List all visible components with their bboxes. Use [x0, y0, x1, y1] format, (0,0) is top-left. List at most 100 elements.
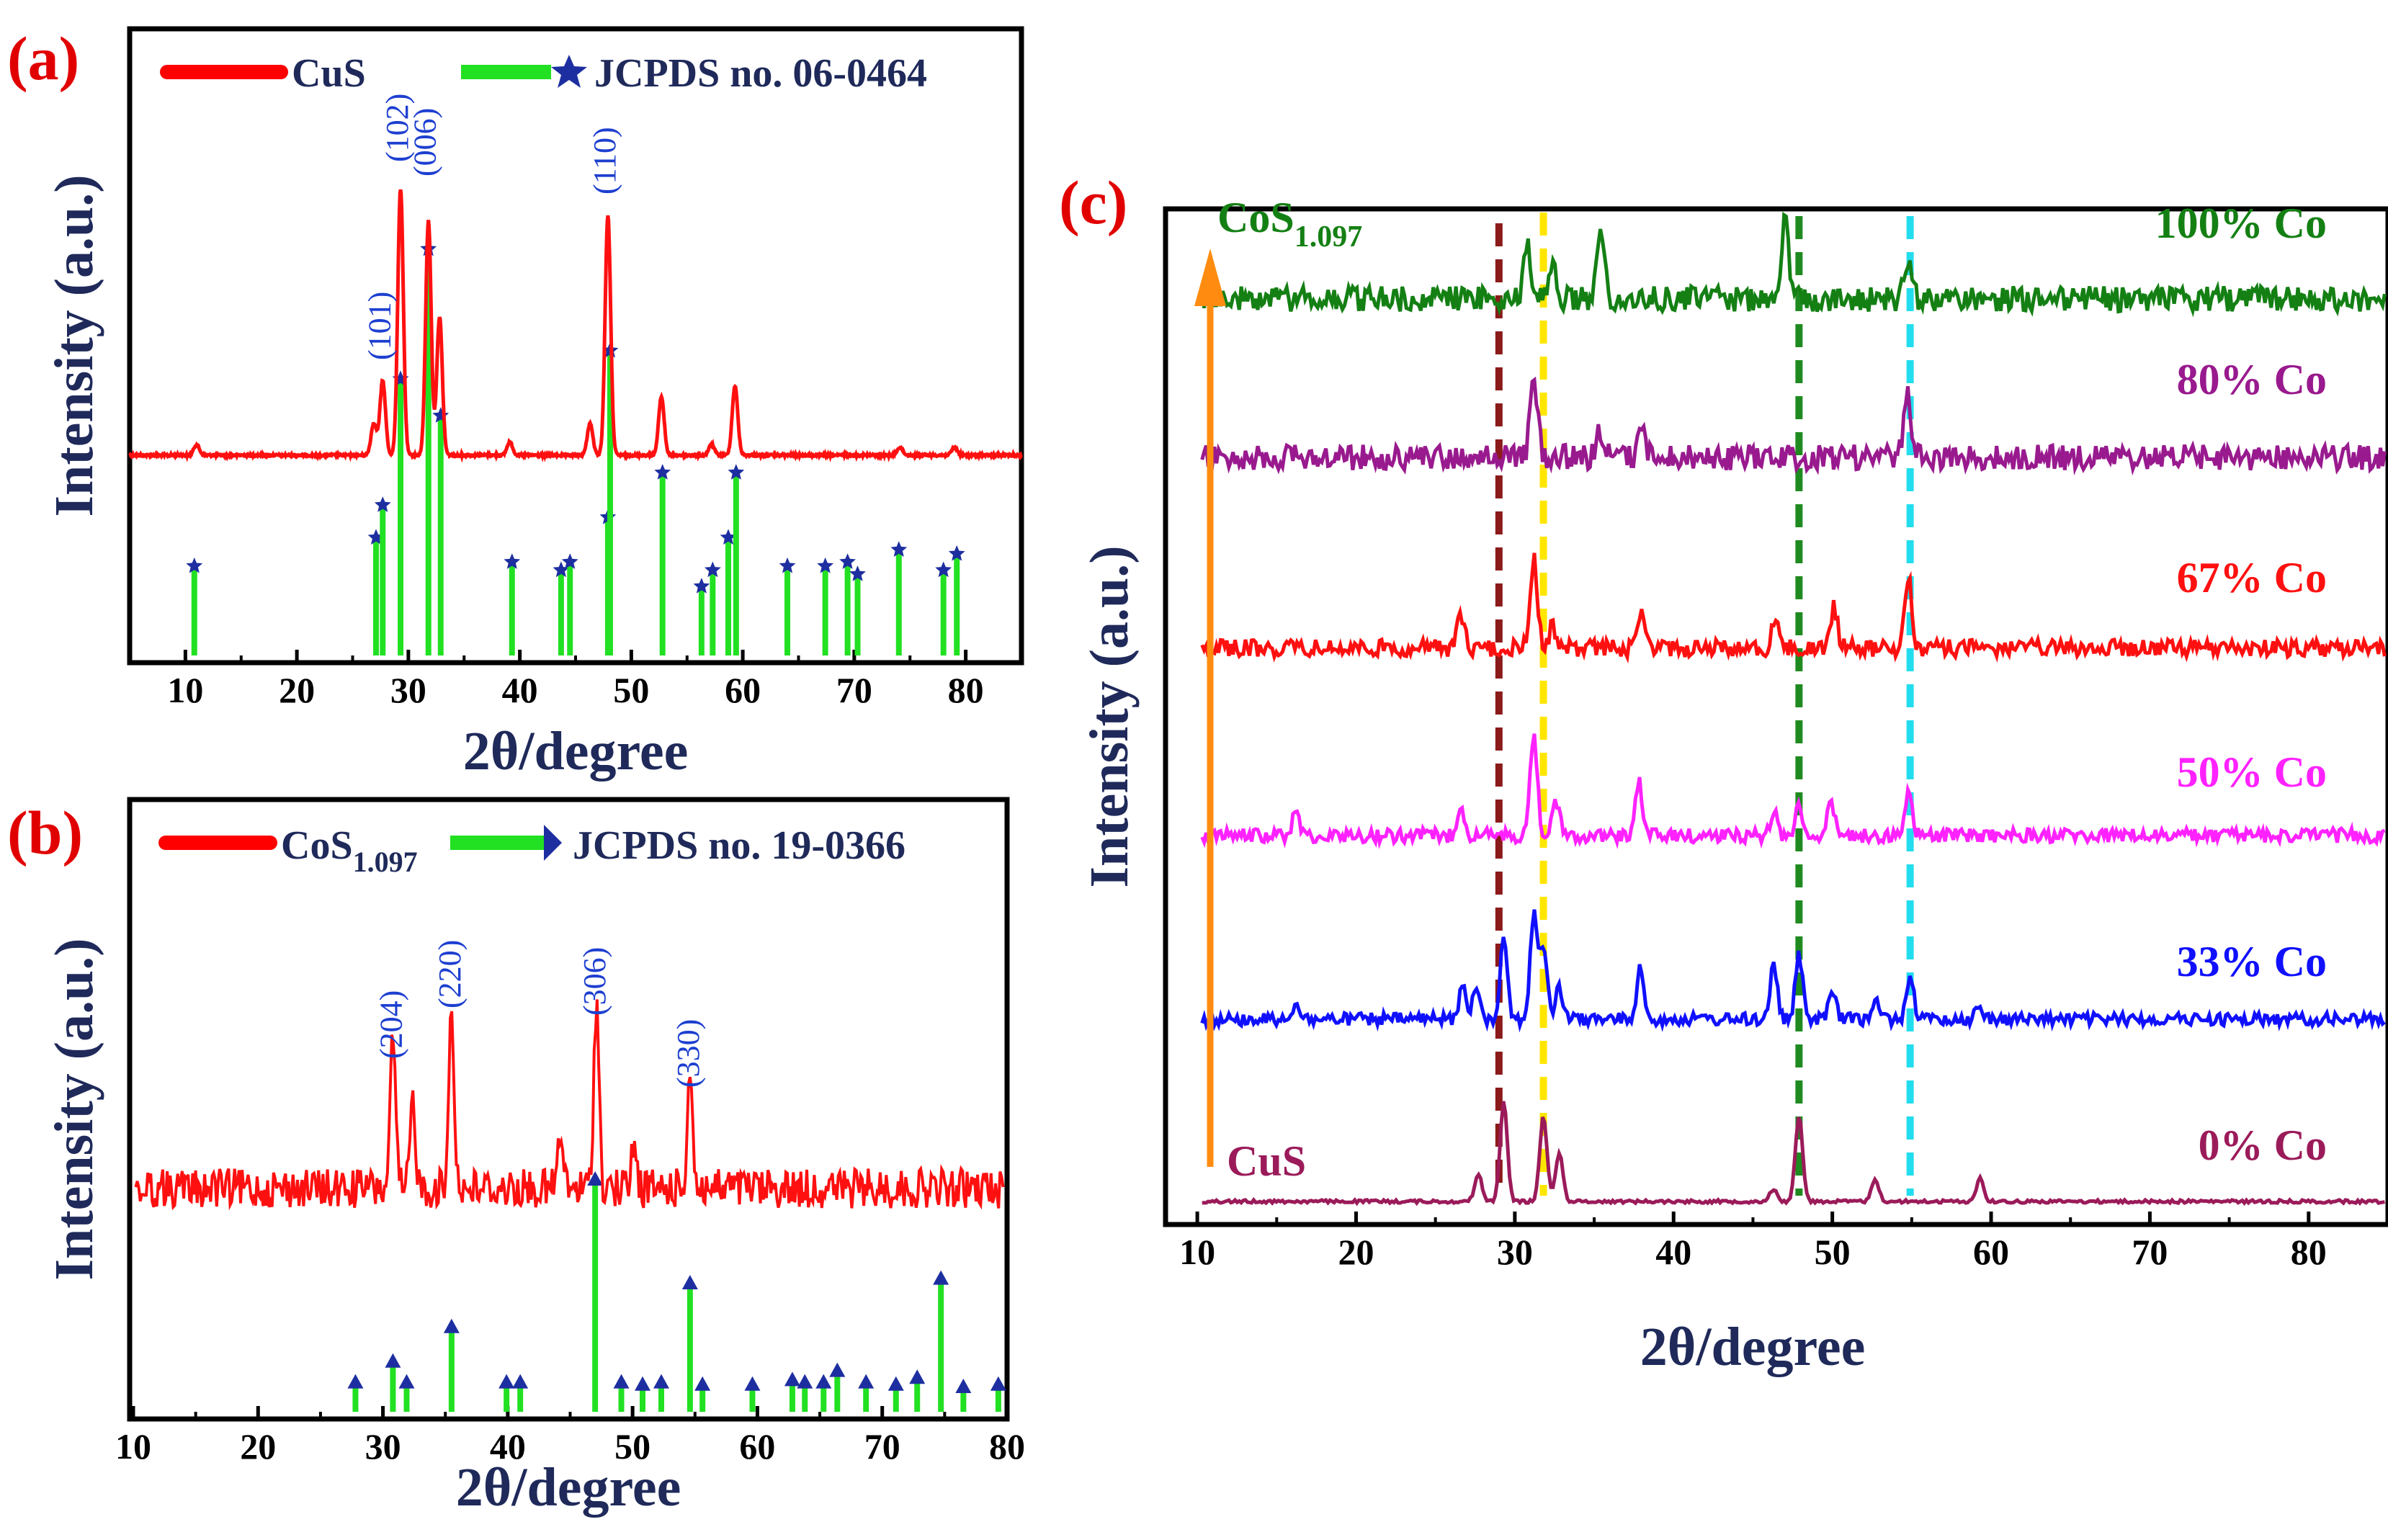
reference-star-marker: [693, 578, 710, 594]
series-line-0-co: [1202, 1101, 2385, 1207]
series-line-50-co: [1200, 733, 2386, 850]
series-line-100-co: [1200, 211, 2387, 318]
hkl-label: (101): [362, 292, 397, 360]
legend-b-stick-swatch: [450, 836, 555, 850]
reference-triangle-marker: [694, 1376, 711, 1391]
panel-a-x-title: 2θ/degree: [463, 721, 689, 782]
reference-star-marker: [561, 553, 578, 569]
x-tick-label: 60: [739, 1426, 775, 1467]
reference-star-marker: [504, 553, 521, 569]
panel-b-label: (b): [7, 798, 83, 867]
panel-c-frame: [1163, 206, 2388, 1227]
x-tick-label: 30: [365, 1426, 401, 1467]
legend-b-line-label-main: CoS: [281, 823, 353, 868]
reference-star-marker: [720, 529, 737, 545]
hkl-label: (204): [373, 990, 408, 1059]
x-tick-label: 10: [167, 670, 203, 710]
hkl-label: (102): [380, 94, 415, 162]
legend-a-stick-swatch: [461, 65, 551, 79]
x-tick-label: 80: [948, 670, 984, 710]
reference-triangle-marker: [797, 1374, 813, 1389]
x-tick-label: 30: [390, 670, 426, 710]
legend-b-line-label-sub: 1.097: [353, 846, 418, 878]
panel-b-pattern: [134, 999, 1005, 1211]
legend-a-stick-label: JCPDS no. 06-0464: [594, 51, 927, 96]
reference-star-marker: [704, 561, 721, 578]
panel-c-series: 0% Co 33% Co 50% Co 67% Co 80% Co 100% Co: [1200, 200, 2387, 1207]
panel-a-pattern: [128, 189, 1024, 463]
x-tick-label: 40: [490, 1426, 526, 1467]
reference-triangle-marker: [681, 1275, 698, 1289]
arrow-top-label-main: CoS: [1217, 194, 1294, 241]
reference-star-marker: [817, 557, 834, 573]
x-tick-label: 20: [1338, 1232, 1374, 1272]
star-icon: [551, 55, 587, 88]
reference-triangle-marker: [587, 1171, 604, 1186]
reference-triangle-marker: [887, 1376, 904, 1391]
x-tick-label: 80: [2291, 1232, 2327, 1272]
reference-star-marker: [728, 464, 745, 480]
hkl-label: (006): [408, 108, 443, 176]
x-tick-label: 40: [502, 670, 538, 710]
reference-star-marker: [654, 464, 671, 480]
x-tick-label: 40: [1655, 1232, 1691, 1272]
arrow-top-label-sub: 1.097: [1294, 220, 1363, 254]
reference-triangle-marker: [653, 1374, 669, 1389]
reference-triangle-marker: [398, 1374, 415, 1389]
panel-a-hkl-labels: (101) (102)(006) (110): [362, 94, 622, 360]
reference-triangle-marker: [829, 1362, 846, 1377]
hkl-label: (220): [432, 940, 468, 1008]
reference-star-marker: [186, 557, 203, 573]
reference-triangle-marker: [815, 1374, 832, 1389]
x-tick-label: 60: [1973, 1232, 2009, 1272]
x-tick-label: 70: [836, 670, 872, 710]
reference-star-marker: [849, 565, 866, 581]
reference-star-marker: [553, 561, 570, 578]
panel-a: (a) CuS JCPDS no. 06-0464 10 20 30 40 50 60 70…: [7, 24, 1024, 782]
panel-b-x-title: 2θ/degree: [456, 1457, 681, 1518]
reference-triangle-marker: [744, 1376, 761, 1391]
x-tick-label: 20: [240, 1426, 276, 1467]
panel-a-y-title: Intensity (a.u.): [44, 174, 104, 516]
panel-a-label: (a): [7, 24, 79, 93]
x-tick-label: 60: [725, 670, 761, 710]
x-tick-label: 80: [989, 1426, 1025, 1467]
legend-a-line-label: CuS: [292, 51, 366, 96]
arrow-top-label: CoS1.097: [1217, 194, 1362, 254]
x-tick-label: 50: [614, 1426, 650, 1467]
reference-triangle-marker: [443, 1318, 460, 1333]
series-label: 80% Co: [2177, 356, 2327, 403]
reference-star-marker: [935, 561, 952, 578]
panel-b-reference-lines: [347, 1171, 1006, 1412]
cus-pattern-line: [128, 189, 1024, 463]
reference-triangle-marker: [347, 1374, 364, 1389]
panel-c-guide-lines: [1495, 212, 1914, 1196]
panel-b-y-title: Intensity (a.u.): [44, 938, 104, 1280]
panel-b-frame: [127, 797, 1010, 1422]
reference-triangle-marker: [933, 1270, 949, 1285]
reference-triangle-marker: [990, 1376, 1006, 1391]
series-label: 0% Co: [2199, 1122, 2327, 1169]
panel-a-frame: [127, 26, 1024, 666]
panel-b-x-axis: 10 20 30 40 50 60 70 80: [115, 1406, 1025, 1467]
x-tick-label: 50: [613, 670, 649, 710]
series-line-80-co: [1200, 376, 2387, 476]
x-tick-label: 20: [279, 670, 315, 710]
legend-b-stick-label: JCPDS no. 19-0366: [573, 823, 905, 868]
series-label: 67% Co: [2177, 554, 2327, 601]
reference-star-marker: [890, 541, 908, 557]
panel-c-x-axis: 10 20 30 40 50 60 70 80: [1179, 1212, 2327, 1272]
series-line-67-co: [1200, 552, 2387, 664]
x-tick-label: 10: [115, 1426, 151, 1467]
x-tick-label: 30: [1497, 1232, 1533, 1272]
panel-c-y-title: Intensity (a.u.): [1079, 545, 1140, 887]
x-tick-label: 70: [2132, 1232, 2168, 1272]
reference-triangle-marker: [909, 1369, 926, 1384]
reference-star-marker: [779, 557, 796, 573]
arrow-bottom-label: CuS: [1227, 1137, 1306, 1185]
reference-triangle-marker: [385, 1353, 401, 1368]
panel-c-background: [1081, 151, 2388, 1390]
x-tick-label: 50: [1815, 1232, 1851, 1272]
legend-b-line-label: CoS1.097: [281, 823, 418, 878]
